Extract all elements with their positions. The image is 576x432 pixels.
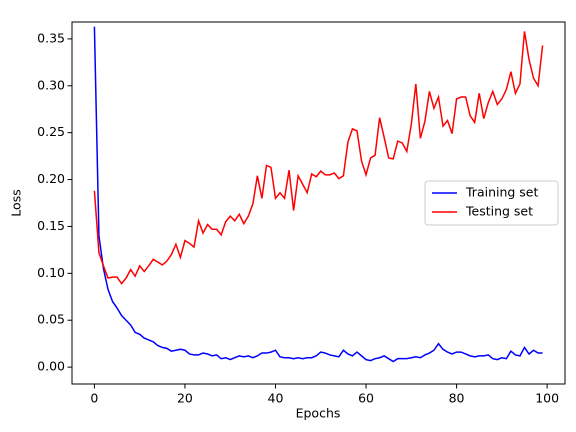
y-tick-label: 0.15 xyxy=(37,218,65,233)
legend-label: Testing set xyxy=(465,204,533,219)
x-tick-label: 20 xyxy=(177,391,193,406)
legend: Training set Testing set xyxy=(424,180,559,226)
plot-frame xyxy=(71,21,566,385)
line-series xyxy=(93,31,544,285)
y-tick-label: 0.10 xyxy=(37,265,65,280)
legend-label: Training set xyxy=(465,185,538,200)
x-tick-label: 100 xyxy=(535,391,559,406)
line-series xyxy=(93,26,543,363)
x-tick-label: 0 xyxy=(90,391,98,406)
x-axis-label: Epochs xyxy=(296,406,341,421)
y-tick-label: 0.00 xyxy=(37,359,65,374)
y-axis-label: Loss xyxy=(9,189,24,216)
y-tick-label: 0.20 xyxy=(37,171,65,186)
y-tick-label: 0.35 xyxy=(37,30,65,45)
y-tick-label: 0.05 xyxy=(37,312,65,327)
x-tick-label: 60 xyxy=(358,391,374,406)
y-tick-label: 0.30 xyxy=(37,77,65,92)
y-tick-label: 0.25 xyxy=(37,124,65,139)
legend-box xyxy=(424,180,559,226)
x-tick-label: 40 xyxy=(268,391,284,406)
x-tick-label: 80 xyxy=(449,391,465,406)
